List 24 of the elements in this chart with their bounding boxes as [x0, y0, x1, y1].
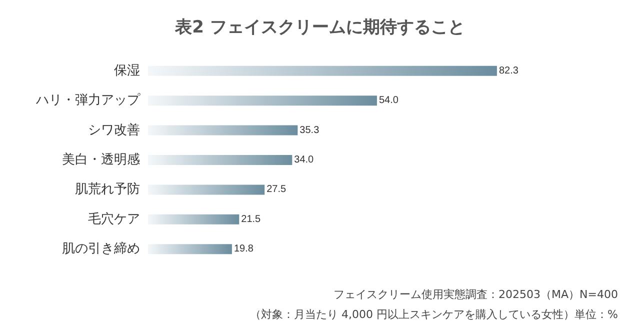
bar — [148, 184, 265, 195]
y-tick-label: シワ改善 — [88, 122, 140, 138]
bar — [148, 155, 292, 165]
data-label: 21.5 — [241, 214, 262, 225]
data-label: 19.8 — [234, 244, 254, 255]
chart-title: 表2 フェイスクリームに期待すること — [174, 18, 465, 38]
data-label: 54.0 — [378, 95, 399, 106]
y-tick-label: 美白・透明感 — [62, 152, 140, 168]
text: フェイスクリーム使用実態調査：202503（MA）N=400 — [334, 288, 618, 301]
y-tick-label: ハリ・弾力アップ — [35, 93, 141, 108]
data-label: 34.0 — [294, 154, 314, 166]
bar — [148, 214, 240, 224]
data-label: 27.5 — [266, 184, 286, 196]
data-label: 82.3 — [498, 65, 519, 76]
bar — [148, 66, 497, 76]
bar — [148, 125, 298, 136]
y-tick-label: 毛穴ケア — [88, 212, 140, 227]
data-label: 35.3 — [300, 124, 320, 136]
bar — [148, 96, 377, 106]
y-tick-label: 肌の引き締め — [62, 242, 140, 257]
y-tick-label: 肌荒れ予防 — [75, 182, 140, 198]
y-tick-label: 保湿 — [114, 63, 140, 78]
bar — [148, 244, 232, 254]
text: （対象：月当たり 4,000 円以上スキンケアを購入している女性）単位：% — [250, 308, 618, 321]
